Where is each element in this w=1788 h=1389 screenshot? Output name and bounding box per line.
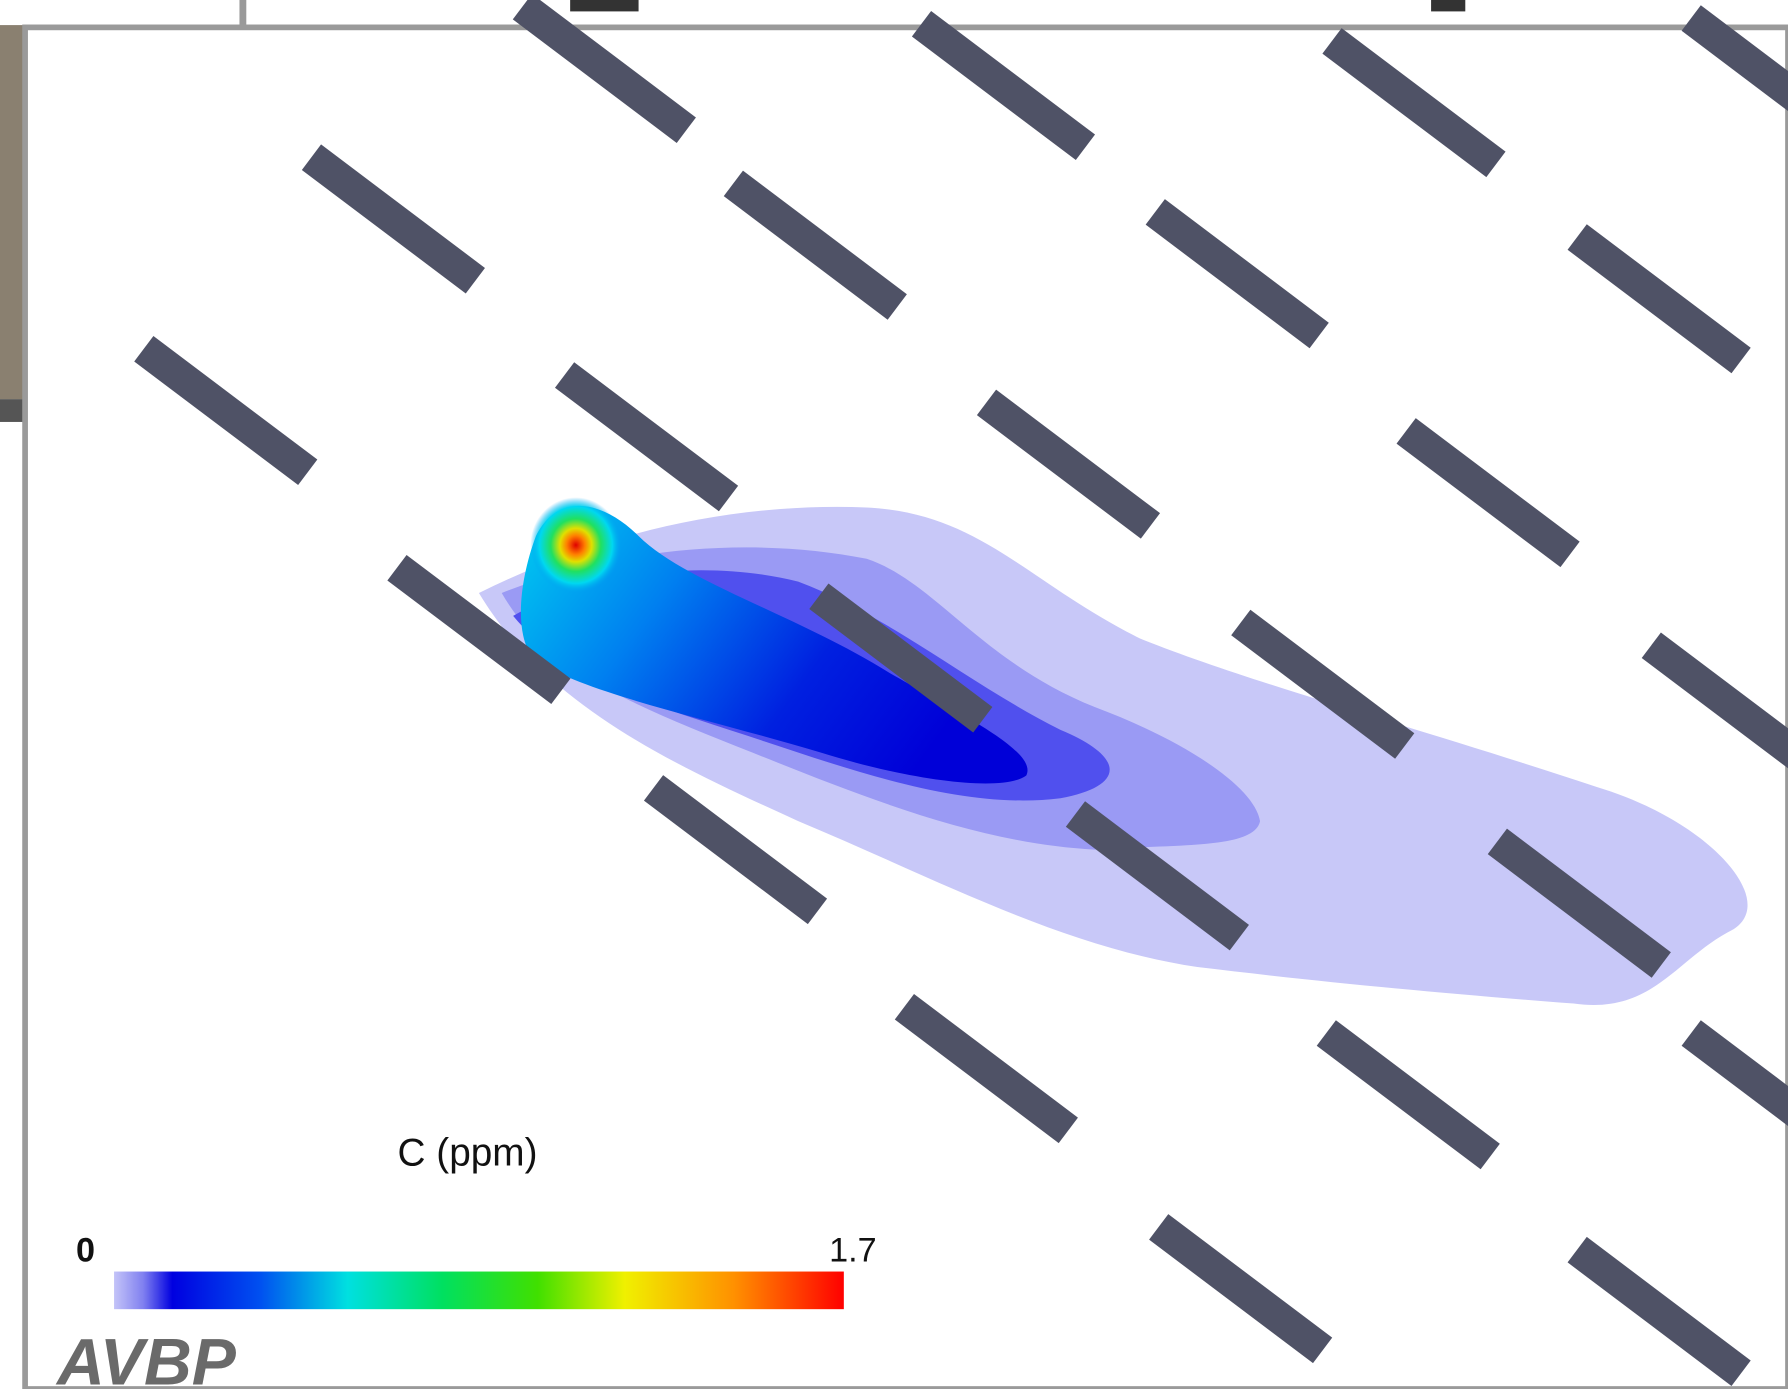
cut-title [570, 0, 638, 11]
title-strip [0, 0, 1788, 25]
colorbar-min: 0 [76, 1231, 95, 1269]
slide: C (ppm) 0 1.7 AVBP [0, 0, 1788, 1389]
colorbar [114, 1272, 844, 1310]
watermark: AVBP [55, 1325, 237, 1389]
colorbar-max: 1.7 [829, 1231, 877, 1269]
source-hotspot [530, 497, 621, 593]
colorbar-title: C (ppm) [398, 1131, 538, 1174]
divider [239, 0, 246, 25]
page: {"figure": {"colorbar": {"title": "C (pp… [0, 0, 1788, 1389]
cut-title [1431, 0, 1465, 11]
